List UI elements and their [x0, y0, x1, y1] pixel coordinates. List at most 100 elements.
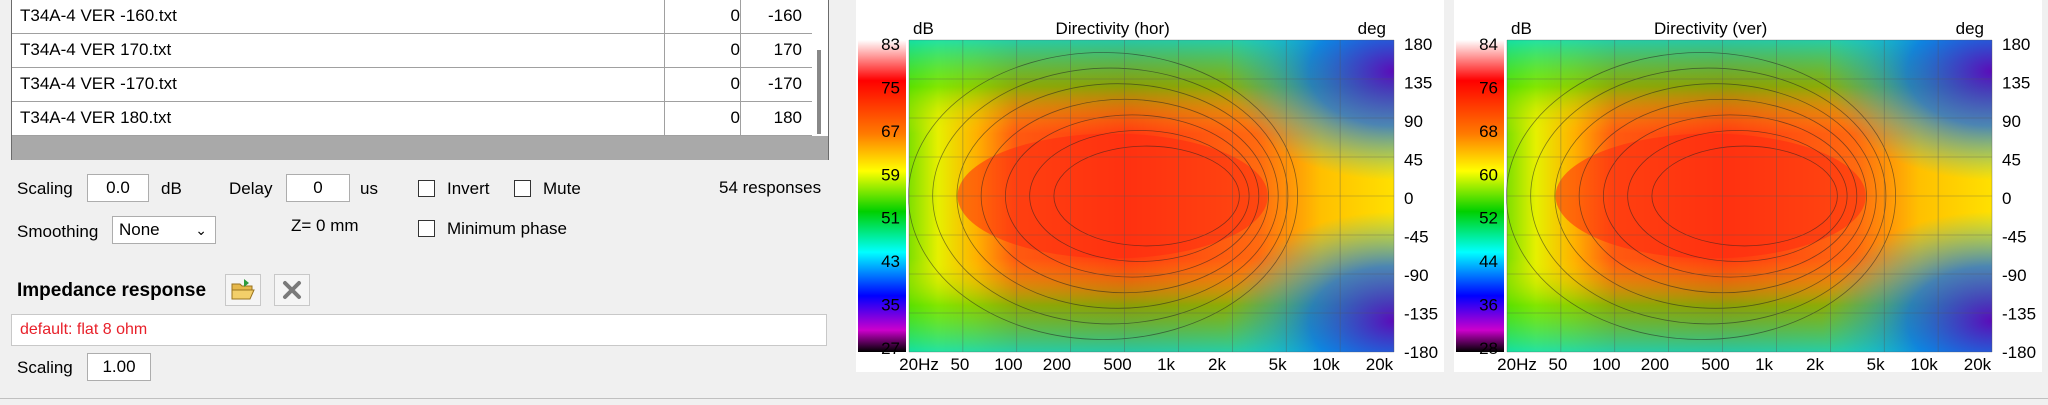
deg-tick-label: -135 — [2002, 305, 2036, 324]
delay-cell: 0 — [730, 74, 740, 93]
mute-label: Mute — [543, 179, 581, 198]
color-scale-bar — [858, 40, 906, 352]
mute-checkbox[interactable] — [514, 180, 531, 197]
freq-tick-label: 500 — [1701, 355, 1729, 372]
db-tick-label: 83 — [881, 35, 900, 54]
file-name-cell: T34A-4 VER 180.txt — [20, 108, 172, 127]
close-icon — [283, 281, 301, 299]
scaling-input[interactable]: 0.0 — [87, 174, 149, 202]
db-unit-label: dB — [913, 19, 934, 38]
deg-tick-label: 90 — [2002, 112, 2021, 131]
smoothing-select[interactable]: None ⌄ — [112, 216, 216, 244]
deg-tick-label: 180 — [2002, 35, 2030, 54]
directivity-hor-plot: Directivity (hor) dB deg 83 75 67 59 51 43 35 27 18… — [858, 19, 1438, 374]
file-name-cell: T34A-4 VER -160.txt — [20, 6, 177, 25]
freq-tick-label: 1k — [1755, 355, 1773, 372]
table-row[interactable]: T34A-4 VER 170.txt 0 170 — [12, 34, 812, 68]
db-tick-label: 52 — [1479, 209, 1498, 228]
deg-tick-label: 0 — [1404, 189, 1413, 208]
table-row[interactable]: T34A-4 VER 180.txt 0 180 — [12, 102, 812, 136]
freq-tick-label: 2k — [1208, 355, 1226, 372]
freq-tick-label: 50 — [950, 355, 969, 372]
deg-tick-label: 45 — [2002, 151, 2021, 170]
delay-input[interactable]: 0 — [286, 174, 350, 202]
db-tick-label: 60 — [1479, 165, 1498, 184]
db-tick-label: 51 — [881, 209, 900, 228]
open-impedance-button[interactable] — [225, 274, 261, 306]
db-tick-label: 67 — [881, 122, 900, 141]
freq-tick-label: 20k — [1366, 355, 1394, 372]
responses-count: 54 responses — [719, 178, 822, 197]
deg-tick-label: -90 — [2002, 266, 2027, 285]
freq-tick-label: 100 — [1592, 355, 1620, 372]
db-tick-label: 28 — [1479, 339, 1498, 358]
scrollbar-thumb[interactable] — [817, 50, 821, 134]
freq-tick-label: 2k — [1806, 355, 1824, 372]
impedance-file-field[interactable]: default: flat 8 ohm — [11, 314, 827, 346]
db-tick-label: 59 — [881, 165, 900, 184]
delay-cell: 0 — [730, 6, 740, 25]
deg-tick-label: 180 — [1404, 35, 1432, 54]
directivity-ver-plot: Directivity (ver) dB deg 84 76 68 60 52 44 36 28 18… — [1456, 19, 2036, 374]
deg-tick-label: 45 — [1404, 151, 1423, 170]
freq-tick-label: 500 — [1103, 355, 1131, 372]
minimum-phase-checkbox[interactable] — [418, 220, 435, 237]
smoothing-value: None — [119, 220, 160, 239]
db-tick-label: 44 — [1479, 252, 1498, 271]
db-tick-label: 35 — [881, 296, 900, 315]
angle-cell: -170 — [767, 74, 802, 93]
responses-table[interactable]: T34A-4 VER -160.txt 0 -160 T34A-4 VER 17… — [11, 0, 829, 160]
bottom-divider — [0, 398, 2048, 405]
delay-unit-label: us — [360, 179, 378, 198]
deg-tick-label: -90 — [1404, 266, 1429, 285]
file-name-cell: T34A-4 VER 170.txt — [20, 40, 172, 59]
db-tick-label: 76 — [1479, 78, 1498, 97]
freq-tick-label: 20k — [1964, 355, 1992, 372]
smoothing-label: Smoothing — [17, 222, 99, 241]
deg-tick-label: 90 — [1404, 112, 1423, 131]
table-scrollbar[interactable] — [812, 0, 828, 136]
deg-unit-label: deg — [1956, 19, 1984, 38]
directivity-ver-chart: Directivity (ver) dB deg 84 76 68 60 52 44 36 28 18… — [1454, 0, 2042, 374]
deg-tick-label: -45 — [2002, 228, 2027, 247]
table-row[interactable]: T34A-4 VER -160.txt 0 -160 — [12, 0, 812, 34]
freq-tick-label: 200 — [1641, 355, 1669, 372]
directivity-hor-chart: Directivity (hor) dB deg 83 75 67 59 51 43 35 27 18… — [856, 0, 1444, 374]
table-row[interactable]: T34A-4 VER -170.txt 0 -170 — [12, 68, 812, 102]
freq-tick-label: 200 — [1043, 355, 1071, 372]
deg-tick-label: -135 — [1404, 305, 1438, 324]
deg-tick-label: -45 — [1404, 228, 1429, 247]
color-scale-bar — [1456, 40, 1504, 352]
freq-tick-label: 20Hz — [1497, 355, 1537, 372]
freq-tick-label: 10k — [1910, 355, 1938, 372]
freq-tick-label: 50 — [1548, 355, 1567, 372]
db-tick-label: 27 — [881, 339, 900, 358]
scaling-label: Scaling — [17, 179, 73, 198]
scaling-unit-label: dB — [161, 179, 182, 198]
impedance-scaling-input[interactable]: 1.00 — [87, 353, 151, 381]
invert-checkbox[interactable] — [418, 180, 435, 197]
response-settings-panel: T34A-4 VER -160.txt 0 -160 T34A-4 VER 17… — [0, 0, 838, 398]
deg-tick-label: 135 — [2002, 74, 2030, 93]
chart-title: Directivity (ver) — [1654, 19, 1767, 38]
impedance-scaling-label: Scaling — [17, 358, 73, 377]
db-tick-label: 75 — [881, 78, 900, 97]
file-name-cell: T34A-4 VER -170.txt — [20, 74, 177, 93]
deg-tick-label: 135 — [1404, 74, 1432, 93]
freq-tick-label: 10k — [1312, 355, 1340, 372]
freq-tick-label: 1k — [1157, 355, 1175, 372]
freq-tick-label: 5k — [1867, 355, 1885, 372]
db-tick-label: 36 — [1479, 296, 1498, 315]
chart-title: Directivity (hor) — [1056, 19, 1170, 38]
db-unit-label: dB — [1511, 19, 1532, 38]
delay-label: Delay — [229, 179, 273, 198]
freq-tick-label: 5k — [1269, 355, 1287, 372]
freq-tick-label: 20Hz — [899, 355, 939, 372]
clear-impedance-button[interactable] — [274, 274, 310, 306]
db-tick-label: 84 — [1479, 35, 1498, 54]
freq-tick-label: 100 — [994, 355, 1022, 372]
invert-label: Invert — [447, 179, 490, 198]
deg-unit-label: deg — [1358, 19, 1386, 38]
table-empty-area — [12, 136, 828, 160]
angle-cell: -160 — [767, 6, 802, 25]
